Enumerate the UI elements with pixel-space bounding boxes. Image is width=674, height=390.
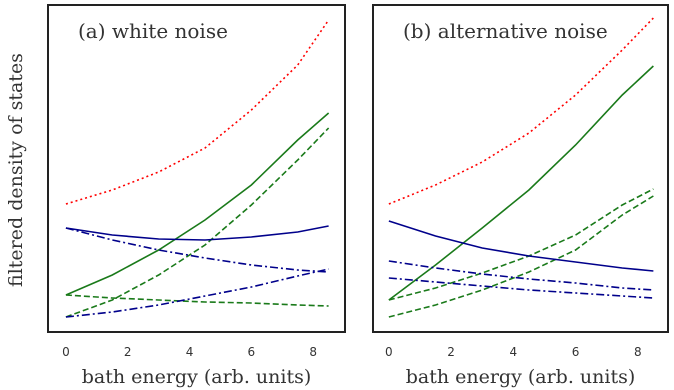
data-line <box>65 127 330 318</box>
x-axis-label: bath energy (arb. units) <box>406 366 636 388</box>
data-line <box>65 268 329 318</box>
data-line <box>388 220 654 272</box>
y-axis-label: filtered density of states <box>5 53 27 287</box>
x-tick-label: 2 <box>124 345 132 359</box>
data-line <box>388 188 654 301</box>
x-tick-label: 0 <box>385 345 393 359</box>
x-tick-label: 8 <box>634 345 642 359</box>
x-tick-label: 0 <box>62 345 70 359</box>
plot-frame <box>372 4 669 333</box>
data-line <box>388 65 654 301</box>
data-line <box>65 225 329 241</box>
panel-title: (a) white noise <box>78 19 228 43</box>
data-line <box>388 17 654 205</box>
x-tick-label: 6 <box>248 345 256 359</box>
x-tick-label: 8 <box>309 345 317 359</box>
x-tick-label: 2 <box>447 345 455 359</box>
data-line <box>388 277 654 299</box>
data-line <box>65 19 330 205</box>
x-tick-label: 4 <box>186 345 194 359</box>
x-tick-label: 4 <box>510 345 518 359</box>
data-line <box>388 195 654 318</box>
x-tick-label: 6 <box>572 345 580 359</box>
panel-title: (b) alternative noise <box>403 19 608 43</box>
data-line <box>65 294 329 307</box>
plot-frame <box>47 4 346 333</box>
data-line <box>65 227 329 273</box>
data-line <box>65 112 330 296</box>
x-axis-label: bath energy (arb. units) <box>82 366 312 388</box>
